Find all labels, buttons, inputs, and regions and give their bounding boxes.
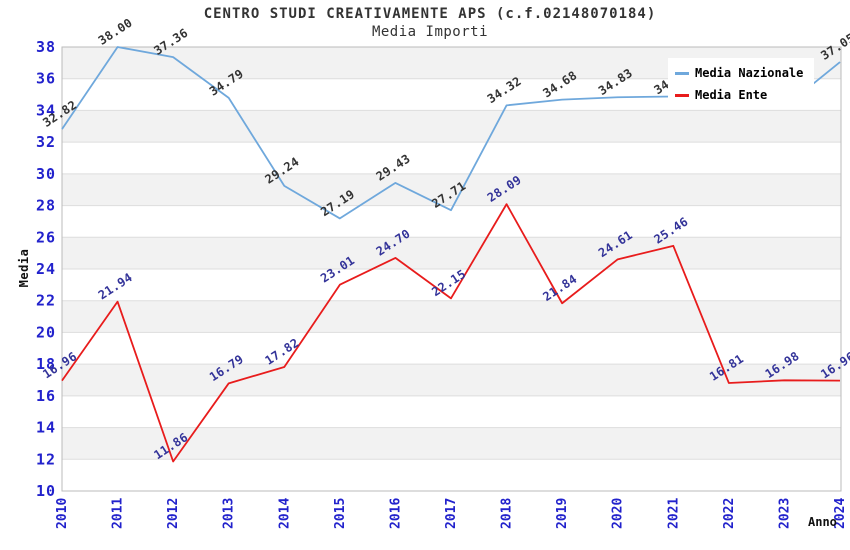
legend-label-nazionale: Media Nazionale <box>695 66 804 80</box>
plot-band <box>62 142 841 174</box>
plot-band <box>62 269 841 301</box>
chart-subtitle: Media Importi <box>371 24 489 40</box>
plot-band <box>62 173 841 206</box>
legend-line-swatch-red-icon <box>675 93 689 97</box>
x-tick-label: 2017 <box>444 498 459 529</box>
series-line-ente <box>61 203 841 463</box>
x-tick-label: 2020 <box>611 498 626 529</box>
plot-frame <box>61 46 842 492</box>
y-tick-label: 28 <box>36 197 56 215</box>
legend-row-nazionale: Media Nazionale <box>668 62 814 84</box>
legend-row-ente: Media Ente <box>668 84 814 106</box>
x-tick-label: 2015 <box>333 498 348 529</box>
x-tick-label: 2012 <box>166 498 181 529</box>
x-tick-label: 2013 <box>222 498 237 529</box>
y-tick-label: 34 <box>36 101 56 119</box>
y-tick-label: 12 <box>36 450 56 468</box>
x-tick-label: 2016 <box>388 498 403 529</box>
legend-line-swatch-blue-icon <box>675 71 689 75</box>
y-tick-label: 24 <box>36 260 56 278</box>
legend-label-ente: Media Ente <box>695 88 768 102</box>
plot-band <box>62 459 841 491</box>
plot-band <box>62 395 841 428</box>
y-tick-label: 38 <box>36 38 56 56</box>
y-tick-label: 10 <box>36 482 56 500</box>
y-tick-label: 18 <box>36 355 56 373</box>
x-tick-label: 2023 <box>777 498 792 529</box>
y-tick-label: 22 <box>36 292 56 310</box>
plot-band <box>62 237 841 269</box>
x-tick-label: 2024 <box>833 498 848 529</box>
x-tick-label: 2014 <box>277 498 292 529</box>
chart-title: CENTRO STUDI CREATIVAMENTE APS (c.f.0214… <box>203 6 657 22</box>
plot-band <box>62 332 841 365</box>
data-point-label: 38.00 <box>96 16 135 48</box>
x-tick-label: 2010 <box>55 498 70 529</box>
x-tick-label: 2022 <box>722 498 737 529</box>
plot-band <box>62 110 841 143</box>
legend: Media Nazionale Media Ente <box>668 58 814 108</box>
y-tick-label: 30 <box>36 165 56 183</box>
plot-band <box>62 364 841 396</box>
y-tick-label: 26 <box>36 228 56 246</box>
x-tick-label: 2019 <box>555 498 570 529</box>
y-tick-label: 36 <box>36 70 56 88</box>
plot-band <box>62 427 841 460</box>
y-tick-label: 16 <box>36 387 56 405</box>
x-axis-title: Anno <box>808 515 837 529</box>
y-tick-label: 14 <box>36 419 56 437</box>
x-tick-label: 2011 <box>111 498 126 529</box>
plot-band <box>62 300 841 333</box>
y-tick-label: 32 <box>36 133 56 151</box>
x-tick-label: 2018 <box>500 498 515 529</box>
y-tick-label: 20 <box>36 323 56 341</box>
x-tick-label: 2021 <box>666 498 681 529</box>
